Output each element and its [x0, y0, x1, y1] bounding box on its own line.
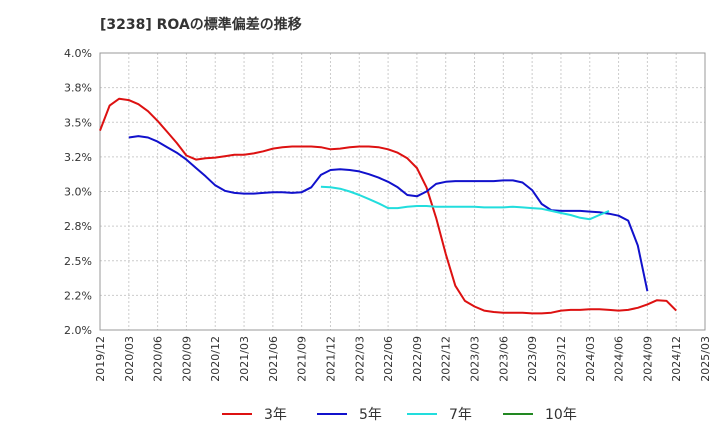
y-tick-label: 2.8% [64, 220, 92, 233]
chart-title: [3238] ROAの標準偏差の推移 [100, 17, 302, 33]
x-tick-label: 2022/06 [382, 336, 395, 382]
plot-frame [99, 52, 706, 331]
x-tick-label: 2022/03 [353, 336, 366, 382]
y-tick-label: 3.2% [64, 151, 92, 164]
x-tick-label: 2020/06 [152, 336, 165, 382]
x-tick-label: 2024/06 [613, 336, 626, 382]
x-tick-label: 2021/06 [267, 336, 280, 382]
x-tick-label: 2021/03 [238, 336, 251, 382]
y-tick-label: 3.0% [64, 186, 92, 199]
x-tick-label: 2019/12 [94, 336, 107, 382]
x-tick-label: 2020/03 [123, 336, 136, 382]
x-tick-label: 2025/03 [699, 336, 712, 382]
x-tick-label: 2021/12 [324, 336, 337, 382]
x-tick-label: 2020/12 [209, 336, 222, 382]
x-tick-label: 2022/09 [411, 336, 424, 382]
series-line [99, 97, 677, 315]
x-tick-label: 2023/12 [555, 336, 568, 382]
y-tick-label: 3.5% [64, 116, 92, 129]
x-tick-label: 2021/09 [296, 336, 309, 382]
x-tick-label: 2024/03 [584, 336, 597, 382]
y-tick-label: 2.2% [64, 289, 92, 302]
x-tick-label: 2020/09 [180, 336, 193, 382]
y-tick-label: 4.0% [64, 47, 92, 60]
series-line [320, 185, 610, 221]
x-tick-label: 2023/06 [497, 336, 510, 382]
x-tick-label: 2023/09 [526, 336, 539, 382]
y-tick-label: 2.5% [64, 255, 92, 268]
y-tick-label: 3.8% [64, 82, 92, 95]
legend-label: 10年 [545, 407, 577, 423]
series-line [128, 135, 649, 292]
x-tick-label: 2023/03 [469, 336, 482, 382]
legend-label: 7年 [449, 407, 472, 423]
x-tick-label: 2024/12 [670, 336, 683, 382]
legend-label: 3年 [264, 407, 287, 423]
x-tick-label: 2022/12 [440, 336, 453, 382]
legend-label: 5年 [359, 407, 382, 423]
x-tick-label: 2024/09 [641, 336, 654, 382]
y-tick-label: 2.0% [64, 324, 92, 337]
